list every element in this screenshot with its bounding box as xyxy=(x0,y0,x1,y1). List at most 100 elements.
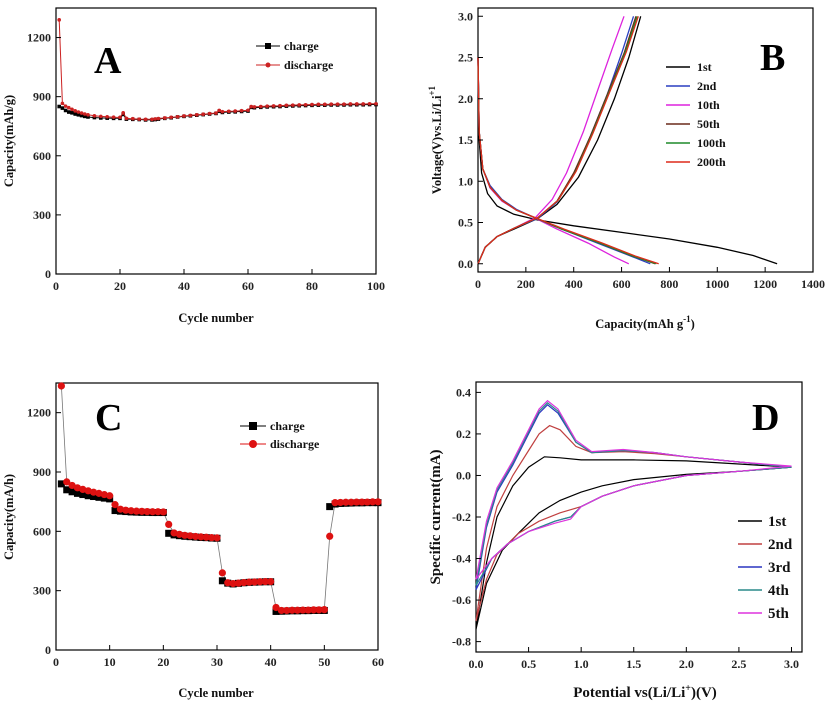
panel-a-xtick-label: 100 xyxy=(367,279,385,293)
panel-c-discharge-point xyxy=(277,606,285,615)
panel-a-xtick-label: 80 xyxy=(306,279,318,293)
panel-c-discharge-point xyxy=(149,508,157,516)
panel-a-charge-point xyxy=(70,111,74,115)
panel-b-xtick-label: 0 xyxy=(475,277,481,291)
panel-c-xtick-label: 0 xyxy=(53,655,59,669)
panel-a-discharge-point xyxy=(316,102,321,107)
panel-c-discharge-point xyxy=(116,505,124,513)
panel-d-letter: D xyxy=(752,397,779,439)
panel-a-discharge-point xyxy=(175,114,180,119)
panel-c-discharge-point xyxy=(234,579,243,587)
panel-c-discharge-point xyxy=(352,498,361,506)
panel-c-charge-point xyxy=(68,488,76,496)
panel-a-xtick-label: 0 xyxy=(53,279,59,293)
panel-a-discharge-point xyxy=(291,103,295,107)
panel-c-xtick-label: 10 xyxy=(104,655,116,669)
panel-a-discharge-point xyxy=(303,102,308,107)
panel-a-discharge-point xyxy=(143,117,148,122)
legend-d-1st: 1st xyxy=(768,514,786,530)
panel-a-discharge-point xyxy=(57,18,61,22)
panel-a-discharge-point xyxy=(329,102,334,106)
panel-d-xtick-label: 2.5 xyxy=(731,657,746,671)
panel-b-xlabel-sup: -1 xyxy=(683,314,691,324)
panel-c-discharge-point xyxy=(186,532,194,540)
panel-d-xtick-label: 1.0 xyxy=(574,657,589,671)
panel-c-discharge-point xyxy=(315,606,323,614)
legend-d-2nd: 2nd xyxy=(768,537,793,553)
panel-a-xtick-label: 20 xyxy=(114,279,126,293)
legend-b-2nd: 2nd xyxy=(697,79,717,93)
panel-b-xlabel: Capacity(mAh g-1) xyxy=(595,314,695,331)
panel-d-ytick-label: 0.0 xyxy=(456,468,471,482)
legend-a-charge: charge xyxy=(284,39,319,53)
legend-a-discharge: discharge xyxy=(284,58,334,72)
panel-c-discharge-point xyxy=(197,533,205,541)
panel-a-charge-point xyxy=(73,112,77,116)
panel-a-charge-point xyxy=(63,108,68,113)
panel-d-4th-cv-curve xyxy=(475,402,792,586)
panel-c-discharge-point xyxy=(299,606,307,614)
panel-a-ytick-label: 900 xyxy=(33,90,51,104)
panel-a-discharge-point xyxy=(121,111,125,115)
panel-a-discharge-point xyxy=(355,102,359,106)
panel-c-discharge-point xyxy=(283,606,291,615)
panel-c-discharge-point xyxy=(191,532,200,541)
legend-c-charge-marker xyxy=(249,422,257,430)
panel-a-discharge-point xyxy=(92,113,97,118)
panel-c-discharge-point xyxy=(95,489,103,497)
panel-b-1st-discharge-curve xyxy=(477,57,778,265)
panel-d-xlabel-end: )(V) xyxy=(691,685,717,701)
panel-a-discharge-point xyxy=(111,115,116,119)
panel-c-discharge-point xyxy=(111,501,119,509)
panel-c-discharge-point xyxy=(127,507,135,515)
panel-a-discharge-point xyxy=(335,102,340,106)
panel-a-discharge-point xyxy=(374,101,378,106)
panel-c-xtick-label: 20 xyxy=(157,655,169,669)
legend-d-3rd: 3rd xyxy=(768,560,791,576)
legend-c-discharge: discharge xyxy=(270,437,320,451)
panel-a-discharge-point xyxy=(131,116,135,121)
panel-c-plot xyxy=(57,382,382,615)
panel-a-charge-point xyxy=(67,110,71,114)
legend-d-4th: 4th xyxy=(768,583,789,599)
panel-a-ticks: 0 20 40 60 80 100 0 300 600 900 1200 xyxy=(27,31,385,293)
panel-b-xtick-label: 600 xyxy=(613,277,631,291)
panel-c-discharge-point xyxy=(293,606,302,614)
panel-a-discharge-point xyxy=(137,117,141,121)
panel-a-discharge-point xyxy=(169,115,173,120)
panel-c-discharge-point xyxy=(165,520,173,529)
panel-a-ytick-label: 300 xyxy=(33,208,51,222)
panel-c-discharge-point xyxy=(89,488,98,496)
panel-d-3rd-cv-curve xyxy=(475,403,792,590)
panel-a-discharge-point xyxy=(118,115,122,120)
panel-c-discharge-point xyxy=(331,499,339,507)
panel-b-xtick-label: 200 xyxy=(517,277,535,291)
panel-c-discharge-point xyxy=(347,498,355,506)
panel-c-discharge-point xyxy=(57,382,65,390)
panel-a-discharge-point xyxy=(220,109,225,114)
panel-c-discharge-point xyxy=(208,534,216,542)
panel-c-xlabel: Cycle number xyxy=(178,686,254,700)
panel-c-discharge-point xyxy=(326,532,334,540)
panel-c-xtick-label: 30 xyxy=(211,655,223,669)
panel-c-xtick-label: 50 xyxy=(318,655,330,669)
panel-a-discharge-point xyxy=(217,108,221,113)
panel-c-discharge-point xyxy=(106,492,114,500)
panel-b-ytick-label: 1.5 xyxy=(458,133,473,147)
panel-a-discharge-point xyxy=(239,108,244,113)
panel-a-discharge-point xyxy=(310,102,314,107)
panel-a-discharge-point xyxy=(156,116,161,121)
panel-b-ytick-label: 2.0 xyxy=(458,92,473,106)
panel-a-charge-point xyxy=(86,115,90,119)
panel-c-discharge-point xyxy=(261,577,269,586)
panel-b-ylabel-main: Voltage(V)vs.Li/Li xyxy=(430,95,444,194)
panel-a-charge-point xyxy=(83,114,87,119)
panel-c-ytick-label: 300 xyxy=(33,584,51,598)
panel-c-charge-point xyxy=(95,493,103,501)
panel-a-discharge-point xyxy=(252,105,257,109)
panel-a-discharge-point xyxy=(214,111,218,115)
panel-b-ytick-label: 2.5 xyxy=(458,51,473,65)
panel-a-charge-point xyxy=(60,106,65,110)
panel-a-discharge-point xyxy=(150,117,154,122)
panel-c-discharge-point xyxy=(369,498,377,506)
